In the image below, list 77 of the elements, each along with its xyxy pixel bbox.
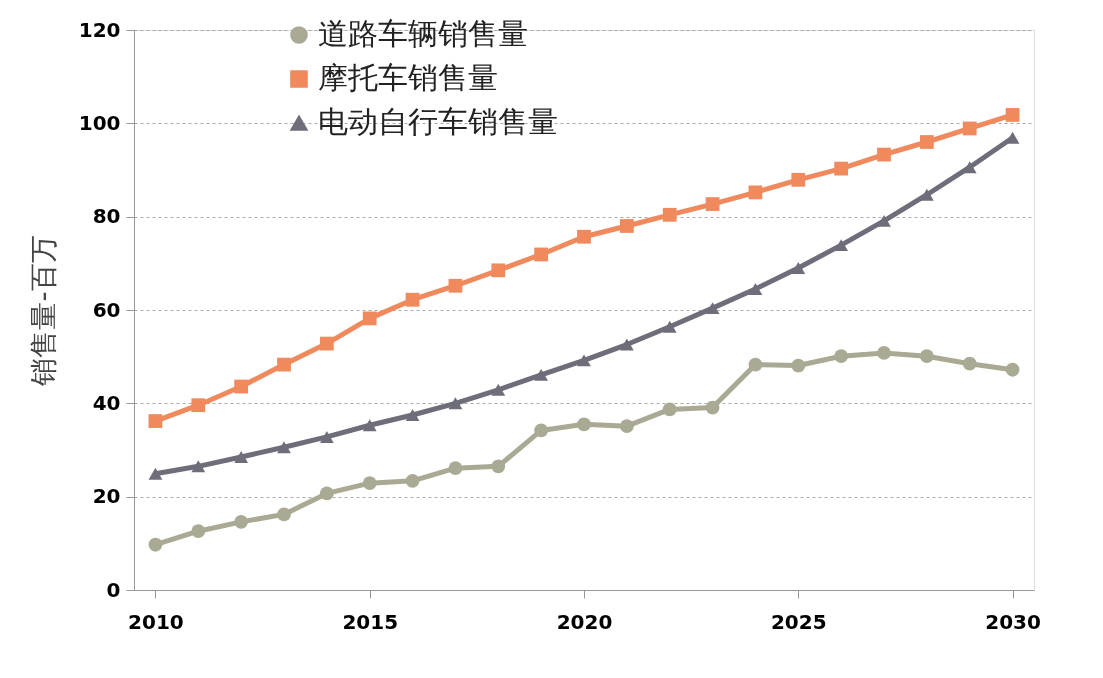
point: [362, 311, 377, 326]
point: [405, 292, 420, 307]
point: [191, 524, 206, 539]
point: [919, 135, 934, 149]
point: [919, 188, 934, 201]
point: [705, 400, 720, 415]
point: [234, 514, 249, 529]
point: [577, 354, 591, 367]
point: [148, 467, 163, 480]
y-tick-label: 0: [106, 577, 121, 602]
point: [319, 336, 334, 351]
point: [834, 161, 849, 176]
point: [448, 461, 463, 476]
point: [148, 414, 163, 428]
point: [491, 263, 506, 278]
point: [877, 214, 891, 227]
legend-label: 道路车辆销售量: [318, 16, 528, 51]
legend-label: 摩托车销售量: [318, 60, 498, 95]
point: [148, 537, 163, 552]
point: [319, 486, 334, 501]
point: [877, 147, 891, 162]
point: [791, 262, 806, 274]
y-tick-label: 20: [92, 484, 121, 509]
x-tick-label: 2030: [985, 609, 1041, 634]
y-tick-label: 60: [92, 297, 121, 322]
point: [748, 283, 763, 295]
point: [834, 349, 849, 364]
point: [448, 397, 463, 410]
point: [662, 402, 677, 417]
point: [405, 473, 420, 488]
y-axis-title: 销售量-百万: [26, 235, 60, 387]
point: [277, 357, 291, 372]
point: [962, 121, 977, 136]
x-tick-label: 2020: [556, 609, 613, 634]
point: [834, 239, 849, 252]
point: [577, 229, 591, 244]
point: [748, 357, 763, 372]
point: [662, 207, 677, 222]
point: [877, 346, 891, 360]
point: [1005, 108, 1020, 122]
point: [534, 423, 549, 438]
point: [234, 451, 249, 463]
point: [319, 430, 334, 443]
point: [791, 172, 806, 187]
x-tick-label: 2025: [770, 609, 827, 634]
point: [962, 356, 977, 371]
point: [534, 368, 549, 381]
point: [962, 161, 977, 174]
point: [405, 409, 420, 421]
point: [491, 383, 506, 396]
y-tick-label: 120: [78, 17, 121, 42]
point: [448, 278, 463, 293]
x-tick-label: 2015: [342, 609, 399, 634]
y-tick-label: 40: [92, 390, 121, 415]
point: [277, 507, 291, 522]
point: [1005, 362, 1020, 377]
point: [191, 398, 206, 413]
point: [705, 302, 720, 315]
point: [534, 247, 549, 262]
point: [362, 476, 377, 491]
point: [234, 379, 249, 394]
y-tick-label: 100: [78, 110, 121, 135]
point: [362, 419, 377, 432]
point: [491, 459, 506, 474]
point: [919, 349, 934, 364]
point: [619, 419, 634, 434]
point: [577, 417, 591, 432]
point: [619, 219, 634, 233]
point: [705, 197, 720, 211]
point: [662, 320, 677, 333]
y-tick-label: 80: [92, 204, 121, 229]
legend-label: 电动自行车销售量: [318, 104, 558, 139]
point: [791, 358, 806, 373]
x-tick-label: 2010: [128, 609, 184, 634]
point: [191, 460, 206, 473]
point: [619, 338, 634, 351]
point: [277, 441, 291, 454]
